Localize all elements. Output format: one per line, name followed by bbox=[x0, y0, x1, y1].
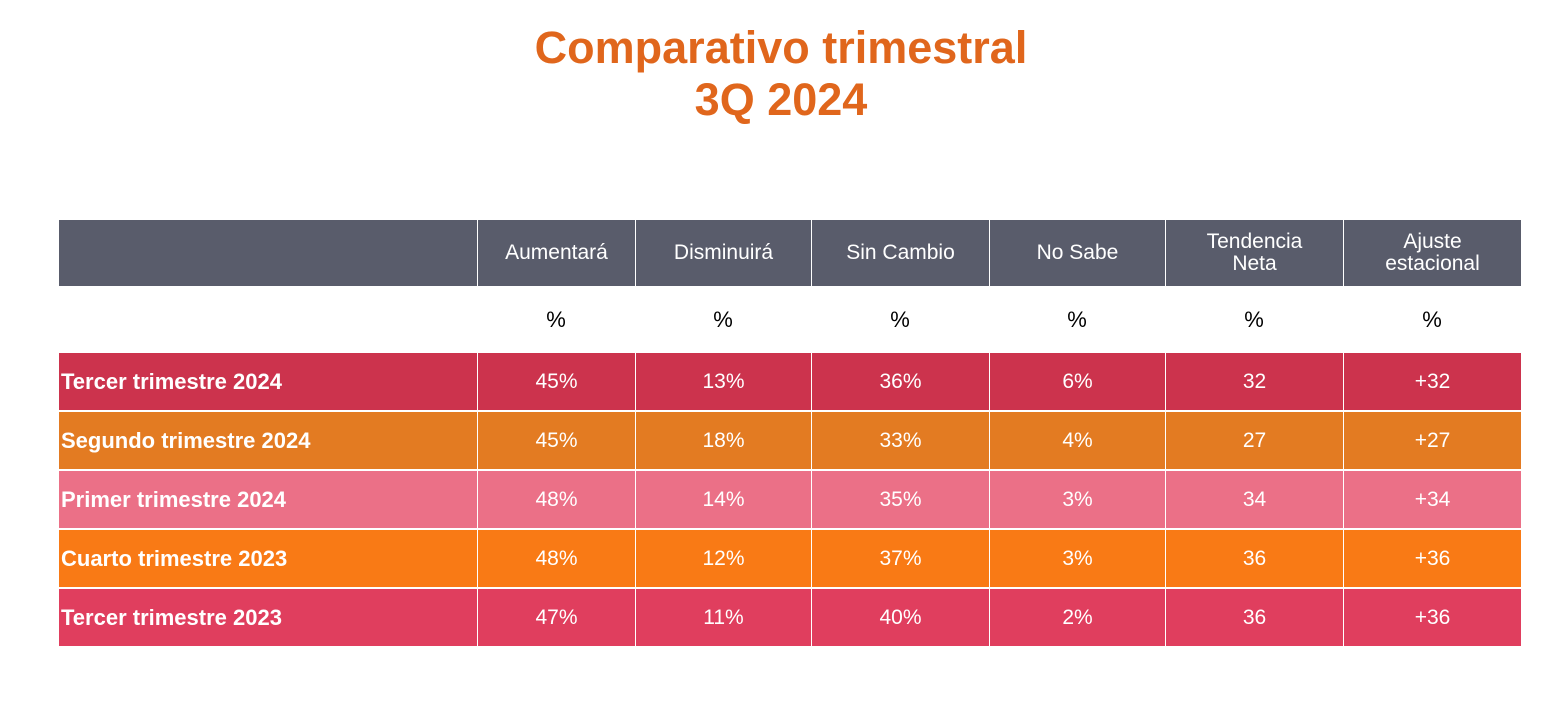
data-cell: 12% bbox=[635, 530, 811, 587]
data-cell: 6% bbox=[989, 353, 1165, 410]
column-header-line: Neta bbox=[1232, 252, 1277, 275]
comparison-table: Aumentará Disminuirá Sin Cambio No Sabe Tend… bbox=[59, 220, 1526, 646]
data-cell: 18% bbox=[635, 412, 811, 469]
data-cell: 45% bbox=[477, 412, 635, 469]
data-cell: 37% bbox=[811, 530, 989, 587]
row-separator bbox=[59, 410, 1521, 412]
data-cell: 2% bbox=[989, 589, 1165, 646]
row-label: Tercer trimestre 2023 bbox=[59, 589, 477, 646]
data-cell: 40% bbox=[811, 589, 989, 646]
unit-label: % bbox=[1343, 286, 1521, 353]
column-header: Tendencia Neta bbox=[1165, 220, 1343, 286]
unit-label: % bbox=[477, 286, 635, 353]
row-label: Tercer trimestre 2024 bbox=[59, 353, 477, 410]
column-header: Aumentará bbox=[477, 220, 635, 286]
data-cell: +32 bbox=[1343, 353, 1521, 410]
data-cell: 14% bbox=[635, 471, 811, 528]
data-cell: 34 bbox=[1165, 471, 1343, 528]
title-line-1: Comparativo trimestral bbox=[534, 22, 1028, 73]
unit-label: % bbox=[989, 286, 1165, 353]
data-cell: 27 bbox=[1165, 412, 1343, 469]
unit-label: % bbox=[1165, 286, 1343, 353]
data-cell: 47% bbox=[477, 589, 635, 646]
unit-label bbox=[59, 286, 477, 353]
title-line-2: 3Q 2024 bbox=[694, 74, 868, 125]
data-cell: 36% bbox=[811, 353, 989, 410]
data-cell: 48% bbox=[477, 530, 635, 587]
row-separator bbox=[59, 587, 1521, 589]
row-label: Segundo trimestre 2024 bbox=[59, 412, 477, 469]
data-cell: +36 bbox=[1343, 589, 1521, 646]
data-cell: 36 bbox=[1165, 589, 1343, 646]
data-cell: 32 bbox=[1165, 353, 1343, 410]
row-separator bbox=[59, 469, 1521, 471]
data-cell: 48% bbox=[477, 471, 635, 528]
data-cell: +36 bbox=[1343, 530, 1521, 587]
column-header: Disminuirá bbox=[635, 220, 811, 286]
unit-label: % bbox=[635, 286, 811, 353]
row-separator bbox=[59, 528, 1521, 530]
page-title: Comparativo trimestral 3Q 2024 bbox=[0, 22, 1562, 126]
row-label: Primer trimestre 2024 bbox=[59, 471, 477, 528]
data-cell: 3% bbox=[989, 471, 1165, 528]
data-cell: 13% bbox=[635, 353, 811, 410]
data-cell: 11% bbox=[635, 589, 811, 646]
data-cell: 45% bbox=[477, 353, 635, 410]
header-corner bbox=[59, 220, 477, 286]
unit-label: % bbox=[811, 286, 989, 353]
data-cell: +34 bbox=[1343, 471, 1521, 528]
column-header-line: Tendencia bbox=[1206, 230, 1303, 253]
data-cell: 35% bbox=[811, 471, 989, 528]
column-header: Ajuste estacional bbox=[1343, 220, 1521, 286]
data-cell: 3% bbox=[989, 530, 1165, 587]
column-header: No Sabe bbox=[989, 220, 1165, 286]
column-header: Sin Cambio bbox=[811, 220, 989, 286]
data-cell: +27 bbox=[1343, 412, 1521, 469]
data-cell: 33% bbox=[811, 412, 989, 469]
row-label: Cuarto trimestre 2023 bbox=[59, 530, 477, 587]
column-header-line: Ajuste bbox=[1403, 230, 1462, 253]
data-cell: 36 bbox=[1165, 530, 1343, 587]
column-header-line: estacional bbox=[1385, 252, 1480, 275]
data-cell: 4% bbox=[989, 412, 1165, 469]
